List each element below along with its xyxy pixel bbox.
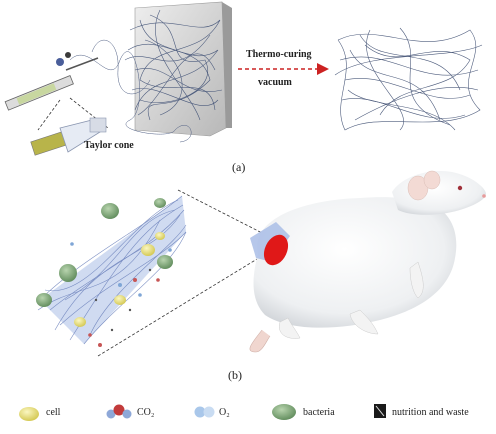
legend-icons <box>19 404 386 421</box>
co2-molecule-icon <box>106 404 132 419</box>
legend-label-bacteria: bacteria <box>303 407 335 418</box>
panel-a-caption: (a) <box>232 160 246 174</box>
rat-illustration <box>249 170 486 353</box>
legend-label-cell: cell <box>46 407 61 418</box>
panel-b-caption: (b) <box>228 368 242 382</box>
process-label-vacuum: vacuum <box>258 77 292 88</box>
nutrition-waste-icon <box>374 404 386 418</box>
wound-site <box>263 234 289 266</box>
fiber-mesh <box>124 9 223 121</box>
o2-molecule-icon <box>194 406 215 418</box>
taylor-cone-label: Taylor cone <box>84 140 134 151</box>
legend-label-nutrition-waste: nutrition and waste <box>392 407 469 418</box>
legend-label-o2: O₂ <box>219 407 230 418</box>
process-label-thermo-curing: Thermo-curing <box>246 49 312 60</box>
legend-label-co2: CO₂ <box>137 407 155 418</box>
cell-icon <box>19 407 39 421</box>
electrospinning-setup <box>4 1 232 156</box>
bacteria-icon <box>272 404 296 420</box>
taylor-cone-icon <box>30 117 107 156</box>
scaffold-zoom <box>36 195 187 347</box>
cured-fiber-mat <box>334 27 483 131</box>
syringe-icon <box>4 52 99 111</box>
